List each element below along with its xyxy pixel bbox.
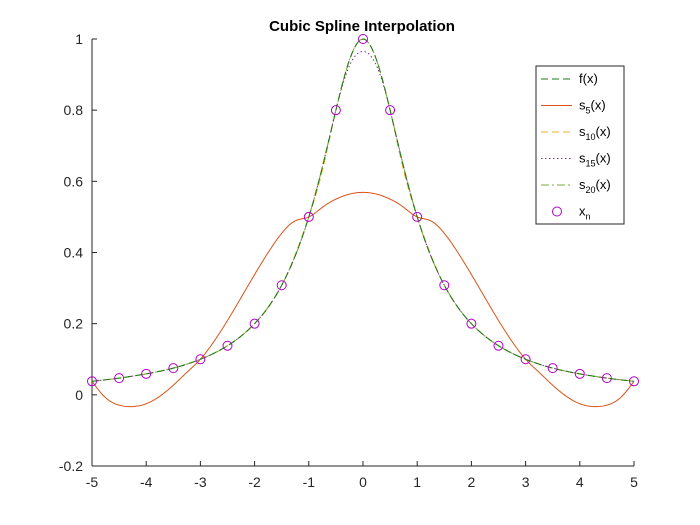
data-point-marker (87, 376, 97, 387)
chart-title: Cubic Spline Interpolation (269, 18, 455, 35)
data-point-marker (520, 354, 531, 365)
data-point-marker (249, 318, 260, 329)
data-point-marker (574, 368, 585, 379)
data-point-marker (547, 363, 558, 374)
x-tick-label: -4 (140, 474, 153, 490)
x-tick-label: -5 (86, 474, 99, 490)
series-line-f-x- (91, 38, 635, 382)
x-tick-label: 3 (522, 474, 530, 490)
x-tick-label: 1 (413, 474, 421, 490)
x-tick-label: -1 (303, 474, 316, 490)
legend-label: s20(x) (579, 177, 611, 195)
series-line-s5-x- (91, 191, 635, 408)
data-point-marker (439, 280, 450, 291)
y-tick-label: 0.8 (64, 102, 84, 118)
data-point-marker (385, 105, 396, 116)
data-point-marker (629, 376, 639, 387)
x-tick-label: 2 (468, 474, 476, 490)
data-point-marker (222, 340, 233, 351)
data-point-marker (601, 373, 612, 384)
legend-label: s10(x) (579, 124, 611, 142)
data-point-marker (114, 373, 125, 384)
y-tick-label: 0.4 (64, 245, 84, 261)
data-point-marker (466, 318, 477, 329)
x-tick-label: 4 (576, 474, 584, 490)
x-tick-label: -2 (248, 474, 261, 490)
legend-label: xn (579, 204, 591, 222)
legend-label: s5(x) (579, 98, 606, 116)
series-layer (87, 34, 639, 408)
data-point-marker (195, 354, 206, 365)
legend-marker (552, 206, 562, 217)
data-point-marker (168, 363, 179, 374)
data-point-marker (141, 368, 152, 379)
legend-box (535, 65, 625, 225)
y-tick-label: 1 (75, 31, 83, 47)
legend-label: s15(x) (579, 151, 611, 169)
y-tick-label: 0 (75, 387, 83, 403)
data-point-marker (276, 280, 287, 291)
y-tick-label: 0.2 (64, 316, 84, 332)
data-point-marker (358, 34, 368, 44)
series-line-s15-x- (91, 50, 635, 382)
y-tick-label: -0.2 (59, 458, 83, 474)
data-point-marker (330, 105, 341, 116)
legend: f(x) s5(x) s10(x) s15(x) s20(x) xn (535, 65, 625, 225)
x-tick-label: -3 (194, 474, 207, 490)
data-point-marker (412, 211, 423, 222)
data-point-marker (303, 211, 314, 222)
x-tick-label: 5 (630, 474, 638, 490)
legend-label: f(x) (579, 71, 598, 86)
x-tick-label: 0 (359, 474, 367, 490)
y-tick-label: 0.6 (64, 173, 84, 189)
data-point-marker (493, 340, 504, 351)
